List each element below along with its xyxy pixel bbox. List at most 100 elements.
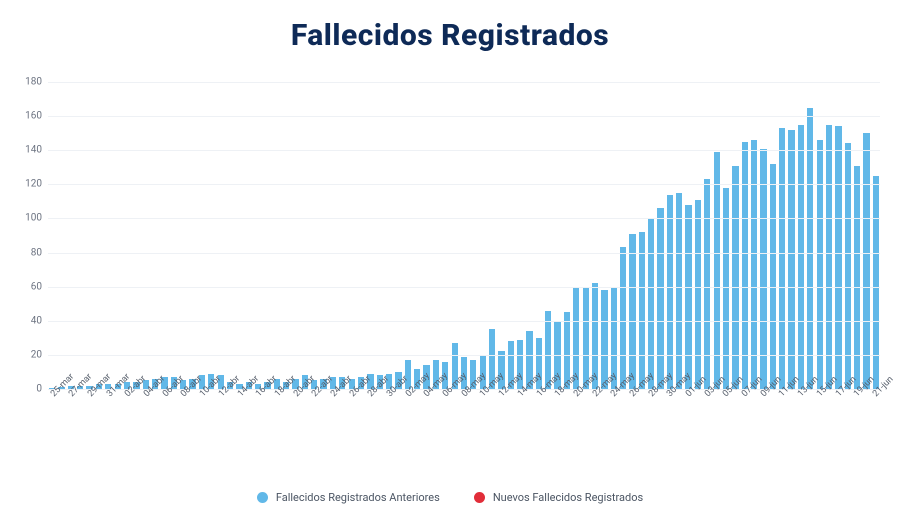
- bar-stack: [629, 82, 635, 389]
- bar-slot: [797, 82, 805, 389]
- bar-slot: [188, 82, 196, 389]
- legend-item-anteriores: Fallecidos Registrados Anteriores: [257, 491, 440, 504]
- x-label-slot: [113, 390, 122, 430]
- bar-stack: [667, 82, 673, 389]
- bar-stack: [611, 82, 617, 389]
- bar-slot: [769, 82, 777, 389]
- x-label-slot: 18-may: [553, 390, 562, 430]
- bar-slot: [376, 82, 384, 389]
- x-axis-labels: 25-mar27-mar29-mar31-mar02-abr04-abr06-a…: [48, 390, 880, 430]
- bar-slot: [198, 82, 206, 389]
- bars-layer: [48, 82, 880, 389]
- x-label-slot: 04-abr: [141, 390, 150, 430]
- bar-anteriores: [714, 152, 720, 389]
- bar-slot: [853, 82, 861, 389]
- x-tick-label: 15-jun: [815, 392, 822, 399]
- bar-stack: [760, 82, 766, 389]
- bar-stack: [199, 82, 205, 389]
- bar-anteriores: [583, 288, 589, 389]
- bar-stack: [386, 82, 392, 389]
- x-label-slot: 24-may: [609, 390, 618, 430]
- chart-container: Fallecidos Registrados 02040608010012014…: [0, 0, 900, 510]
- bar-slot: [179, 82, 187, 389]
- x-tick-label: 24-may: [609, 392, 616, 399]
- x-label-slot: 10-abr: [198, 390, 207, 430]
- x-tick-label: 22-may: [591, 392, 598, 399]
- x-tick-label: 30-may: [665, 392, 672, 399]
- gridline: [48, 355, 880, 356]
- bar-stack: [349, 82, 355, 389]
- bar-slot: [245, 82, 253, 389]
- bar-stack: [835, 82, 841, 389]
- x-label-slot: 30-abr: [384, 390, 393, 430]
- bar-slot: [469, 82, 477, 389]
- bar-slot: [132, 82, 140, 389]
- bar-anteriores: [817, 140, 823, 389]
- bar-slot: [591, 82, 599, 389]
- x-label-slot: [207, 390, 216, 430]
- bar-slot: [675, 82, 683, 389]
- bar-stack: [405, 82, 411, 389]
- bar-slot: [48, 82, 56, 389]
- x-label-slot: [319, 390, 328, 430]
- x-label-slot: [468, 390, 477, 430]
- bar-slot: [806, 82, 814, 389]
- bar-anteriores: [620, 247, 626, 389]
- bar-slot: [507, 82, 515, 389]
- bar-stack: [788, 82, 794, 389]
- bar-slot: [750, 82, 758, 389]
- bar-slot: [357, 82, 365, 389]
- bar-stack: [442, 82, 448, 389]
- bar-anteriores: [798, 125, 804, 389]
- x-label-slot: [767, 390, 776, 430]
- x-label-slot: [487, 390, 496, 430]
- bar-stack: [208, 82, 214, 389]
- bar-slot: [67, 82, 75, 389]
- bar-slot: [301, 82, 309, 389]
- bar-stack: [554, 82, 560, 389]
- x-tick-label: 01-jun: [684, 392, 691, 399]
- bar-stack: [704, 82, 710, 389]
- bar-stack: [86, 82, 92, 389]
- bar-slot: [722, 82, 730, 389]
- y-tick-label: 180: [8, 77, 42, 88]
- bar-stack: [826, 82, 832, 389]
- x-label-slot: 22-may: [590, 390, 599, 430]
- x-tick-label: 28-may: [647, 392, 654, 399]
- bar-stack: [798, 82, 804, 389]
- bar-stack: [124, 82, 130, 389]
- x-tick-label: 22-abr: [310, 392, 317, 399]
- x-tick-label: 05-jun: [721, 392, 728, 399]
- x-label-slot: 15-jun: [814, 390, 823, 430]
- bar-slot: [123, 82, 131, 389]
- x-label-slot: [693, 390, 702, 430]
- bar-slot: [263, 82, 271, 389]
- x-label-slot: [618, 390, 627, 430]
- x-tick-label: 02-may: [404, 392, 411, 399]
- bar-slot: [844, 82, 852, 389]
- x-tick-label: 26-abr: [348, 392, 355, 399]
- bar-anteriores: [704, 179, 710, 389]
- bar-stack: [302, 82, 308, 389]
- bar-stack: [742, 82, 748, 389]
- bar-slot: [160, 82, 168, 389]
- x-label-slot: 08-may: [459, 390, 468, 430]
- bar-slot: [488, 82, 496, 389]
- x-label-slot: [450, 390, 459, 430]
- x-label-slot: 29-mar: [85, 390, 94, 430]
- bar-slot: [741, 82, 749, 389]
- x-label-slot: [581, 390, 590, 430]
- bar-stack: [732, 82, 738, 389]
- bar-slot: [460, 82, 468, 389]
- bar-stack: [676, 82, 682, 389]
- x-label-slot: 03-jun: [702, 390, 711, 430]
- x-label-slot: [805, 390, 814, 430]
- bar-stack: [433, 82, 439, 389]
- x-tick-label: 06-abr: [161, 392, 168, 399]
- y-tick-label: 0: [8, 384, 42, 395]
- bar-stack: [695, 82, 701, 389]
- x-label-slot: 24-abr: [328, 390, 337, 430]
- x-tick-label: 17-jun: [834, 392, 841, 399]
- bar-slot: [619, 82, 627, 389]
- x-tick-label: 07-jun: [740, 392, 747, 399]
